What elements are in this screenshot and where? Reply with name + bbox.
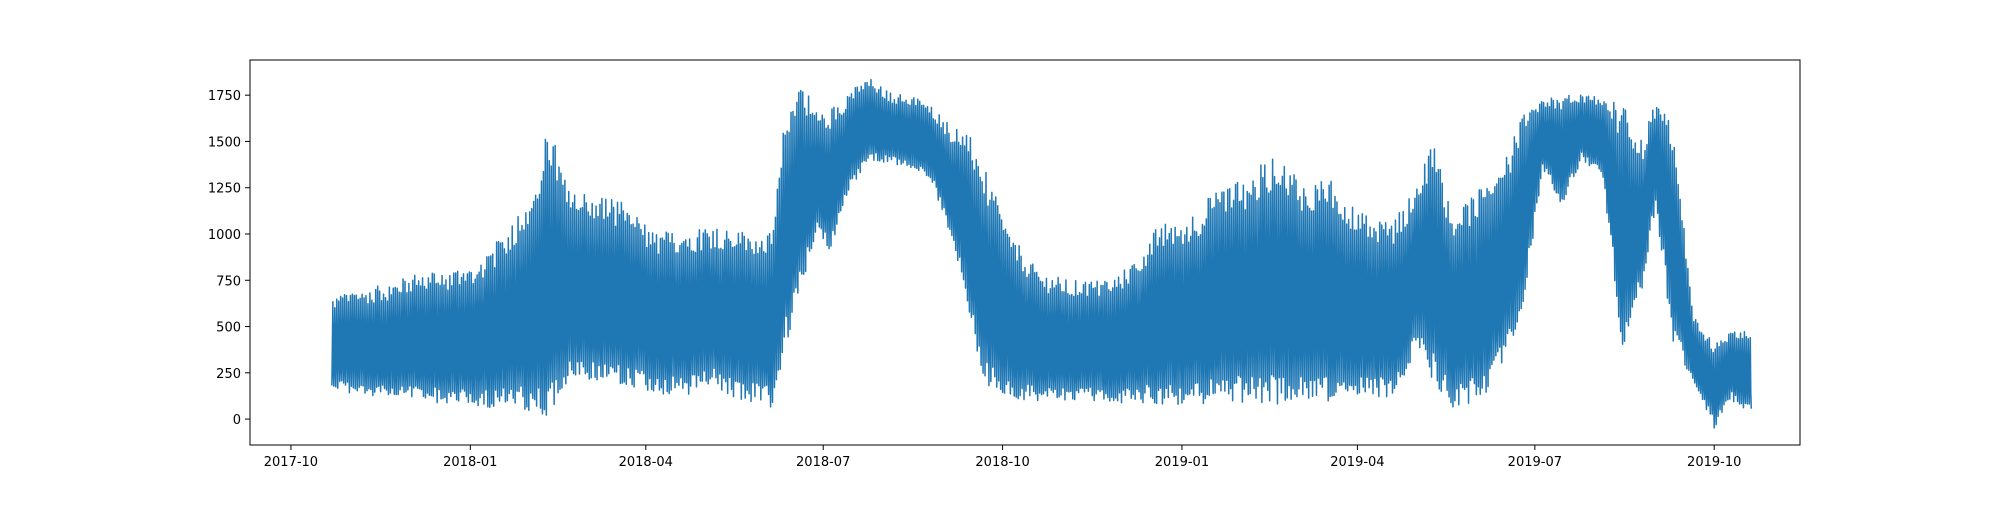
- y-tick-label: 0: [233, 413, 241, 428]
- y-tick-label: 750: [216, 274, 241, 289]
- x-axis: 2017-10 2018-01 2018-04 2018-07 2018-10 2019-…: [264, 445, 1741, 470]
- y-tick-label: 500: [216, 321, 241, 336]
- x-tick-label: 2019-10: [1687, 455, 1741, 470]
- y-tick-label: 250: [216, 367, 241, 382]
- x-tick-label: 2018-10: [975, 455, 1029, 470]
- x-tick-label: 2018-04: [619, 455, 673, 470]
- y-axis: 0 250 500 750 1000 1250 1500 1750: [208, 89, 250, 428]
- x-tick-label: 2019-01: [1155, 455, 1209, 470]
- x-tick-label: 2019-07: [1508, 455, 1562, 470]
- y-tick-label: 1250: [208, 182, 241, 197]
- plot-area-frame: [249, 59, 1801, 446]
- x-tick-label: 2018-01: [443, 455, 497, 470]
- x-tick-label: 2019-04: [1330, 455, 1384, 470]
- x-tick-label: 2017-10: [264, 455, 318, 470]
- y-tick-label: 1500: [208, 135, 241, 150]
- y-tick-label: 1000: [208, 228, 241, 243]
- x-tick-label: 2018-07: [796, 455, 850, 470]
- y-tick-label: 1750: [208, 89, 241, 104]
- series-layer: [331, 78, 1753, 429]
- series-line-0: [331, 78, 1753, 429]
